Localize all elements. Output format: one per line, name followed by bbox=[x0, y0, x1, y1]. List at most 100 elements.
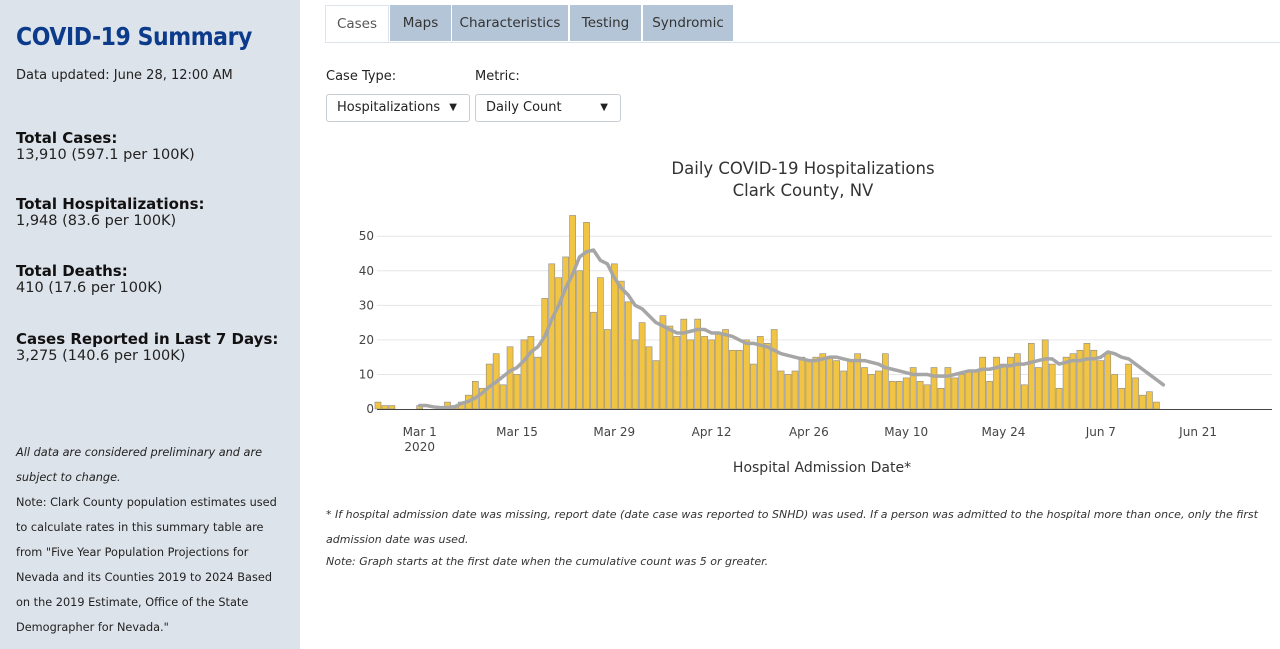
bar bbox=[882, 353, 889, 410]
bar bbox=[722, 329, 729, 410]
bar bbox=[562, 256, 569, 410]
tab-characteristics[interactable]: Characteristics bbox=[452, 5, 568, 41]
bar bbox=[659, 315, 667, 410]
bar bbox=[1118, 387, 1125, 410]
bar bbox=[736, 349, 743, 410]
bar bbox=[729, 349, 736, 410]
bar bbox=[743, 339, 750, 410]
bar bbox=[972, 370, 980, 410]
bar bbox=[708, 339, 715, 410]
bar bbox=[687, 339, 695, 410]
bar bbox=[569, 215, 576, 410]
bar bbox=[1055, 387, 1063, 410]
bar bbox=[1139, 394, 1146, 410]
bar bbox=[763, 343, 771, 410]
metric-value: Daily Count bbox=[486, 100, 562, 115]
x-tick-label: May 24 bbox=[982, 425, 1026, 439]
bar bbox=[861, 367, 868, 410]
metric-dropdown[interactable]: Daily Count ▼ bbox=[475, 94, 621, 122]
metric-label: Metric: bbox=[475, 69, 520, 84]
bar bbox=[645, 346, 653, 410]
bar bbox=[1062, 356, 1070, 410]
stat-label: Total Cases: bbox=[16, 129, 118, 147]
bar bbox=[604, 329, 611, 410]
x-tick-label: Jun 21 bbox=[1178, 425, 1217, 439]
y-tick-label: 50 bbox=[359, 229, 374, 243]
bar bbox=[1041, 339, 1049, 410]
stat-label: Cases Reported in Last 7 Days: bbox=[16, 330, 279, 348]
tab-cases[interactable]: Cases bbox=[325, 5, 389, 42]
tab-maps[interactable]: Maps bbox=[390, 5, 451, 41]
bar bbox=[597, 277, 604, 410]
bar bbox=[1132, 377, 1139, 410]
y-tick-label: 40 bbox=[359, 264, 374, 278]
bar bbox=[1021, 384, 1028, 410]
stat-total-hospitalizations: Total Hospitalizations: 1,948 (83.6 per … bbox=[16, 196, 205, 230]
stat-value: 1,948 (83.6 per 100K) bbox=[16, 213, 177, 229]
caret-down-icon: ▼ bbox=[600, 102, 608, 113]
case-type-dropdown[interactable]: Hospitalizations ▼ bbox=[326, 94, 470, 122]
chart-title: Daily COVID-19 Hospitalizations bbox=[671, 159, 934, 178]
bar bbox=[527, 336, 535, 410]
bar bbox=[715, 332, 722, 410]
y-tick-label: 20 bbox=[359, 333, 374, 347]
x-tick-label: Apr 12 bbox=[692, 425, 732, 439]
bar bbox=[1083, 343, 1091, 410]
hospitalizations-chart: Daily COVID-19 Hospitalizations Clark Co… bbox=[359, 159, 1272, 476]
seven-day-average-line bbox=[417, 248, 1166, 410]
bar bbox=[875, 370, 882, 410]
x-tick-label: Mar 29 bbox=[593, 425, 635, 439]
bar bbox=[1034, 367, 1042, 410]
stat-value: 410 (17.6 per 100K) bbox=[16, 280, 163, 296]
tab-testing[interactable]: Testing bbox=[570, 5, 641, 41]
stat-value: 3,275 (140.6 per 100K) bbox=[16, 348, 186, 364]
bar bbox=[1146, 391, 1153, 410]
y-tick-label: 0 bbox=[366, 402, 374, 416]
bar bbox=[819, 353, 827, 410]
chart-subtitle: Clark County, NV bbox=[733, 181, 874, 200]
bar bbox=[520, 339, 528, 410]
bar bbox=[506, 346, 514, 410]
y-axis: 0 10 20 30 40 50 bbox=[359, 229, 374, 416]
bar bbox=[798, 356, 806, 410]
x-tick-label: Jun 7 bbox=[1085, 425, 1116, 439]
caret-down-icon: ▼ bbox=[449, 102, 457, 113]
x-axis-title: Hospital Admission Date* bbox=[733, 460, 911, 476]
bar bbox=[673, 336, 681, 410]
bar bbox=[388, 405, 396, 410]
graph-start-note: Note: Graph starts at the first date whe… bbox=[326, 555, 769, 568]
bar bbox=[958, 374, 966, 410]
bar bbox=[965, 370, 973, 410]
stat-label: Total Hospitalizations: bbox=[16, 195, 205, 213]
bar bbox=[833, 360, 841, 410]
bar bbox=[1048, 363, 1056, 410]
bar bbox=[930, 367, 938, 410]
bar bbox=[701, 336, 708, 410]
tab-syndromic[interactable]: Syndromic bbox=[643, 5, 733, 41]
bar-series bbox=[374, 215, 1160, 410]
bar bbox=[1125, 363, 1132, 410]
bar bbox=[499, 384, 507, 410]
bar bbox=[617, 280, 625, 410]
bar bbox=[826, 356, 834, 410]
bar bbox=[944, 367, 952, 410]
bar bbox=[1014, 353, 1021, 410]
bar bbox=[610, 263, 618, 410]
bar bbox=[513, 374, 521, 410]
y-tick-label: 30 bbox=[359, 298, 374, 312]
case-type-value: Hospitalizations bbox=[337, 100, 441, 115]
stat-value: 13,910 (597.1 per 100K) bbox=[16, 147, 195, 163]
stat-label: Total Deaths: bbox=[16, 262, 128, 280]
bar bbox=[381, 405, 389, 410]
bar bbox=[868, 374, 875, 410]
bar bbox=[631, 339, 639, 410]
data-updated-text: Data updated: June 28, 12:00 AM bbox=[16, 68, 233, 83]
average-line-series bbox=[417, 248, 1166, 410]
bar bbox=[847, 360, 854, 410]
bar bbox=[784, 374, 792, 410]
bar bbox=[749, 363, 757, 410]
bar bbox=[902, 377, 910, 410]
bar bbox=[951, 377, 959, 410]
summary-title: COVID-19 Summary bbox=[16, 22, 252, 51]
